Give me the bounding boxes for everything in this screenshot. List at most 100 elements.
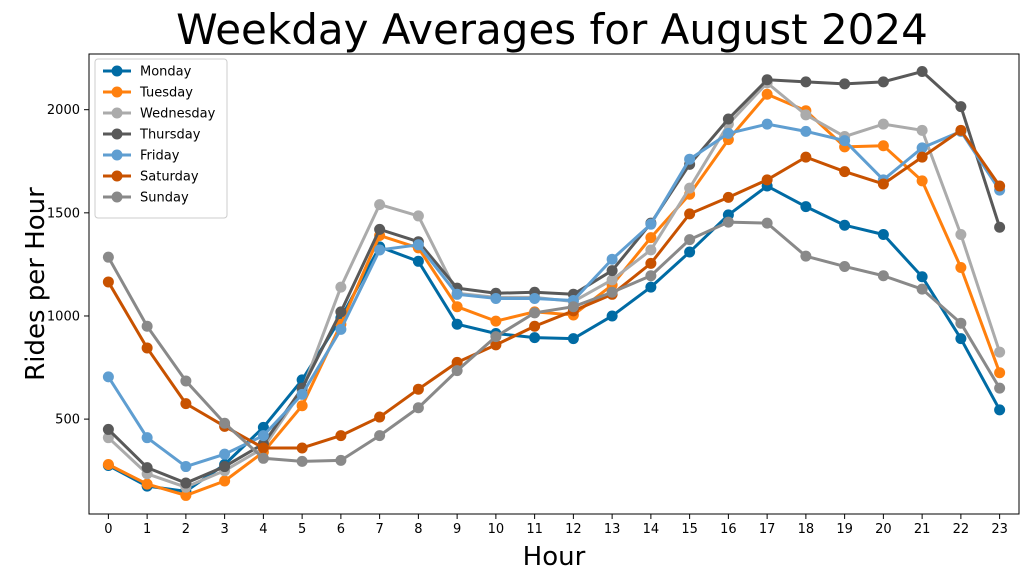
data-point: [490, 315, 502, 327]
data-point: [645, 218, 657, 230]
x-tick-label: 20: [875, 522, 892, 537]
legend-item-wednesday: Wednesday: [103, 107, 216, 122]
data-point: [606, 274, 618, 286]
data-point: [722, 216, 734, 228]
data-point: [955, 101, 967, 113]
data-point: [180, 375, 192, 387]
axis-ticks: 0 1 2 3 4 5 6 7 8 9 10 11 12 13 14 15 16 17 18 19 20 21 22 2350…: [47, 103, 1008, 537]
data-point: [257, 442, 269, 454]
legend-swatch-marker: [111, 128, 123, 140]
data-point: [916, 271, 928, 283]
data-point: [374, 223, 386, 235]
data-point: [877, 118, 889, 130]
data-point: [877, 270, 889, 282]
data-point: [335, 323, 347, 335]
data-point: [529, 307, 541, 319]
data-point: [839, 219, 851, 231]
legend-item-sunday: Sunday: [103, 191, 189, 206]
data-point: [606, 286, 618, 298]
data-point: [412, 383, 424, 395]
data-point: [374, 199, 386, 211]
data-point: [490, 331, 502, 343]
x-tick-label: 12: [565, 522, 582, 537]
legend-item-tuesday: Tuesday: [103, 86, 193, 101]
legend-item-friday: Friday: [103, 149, 180, 164]
data-point: [839, 135, 851, 147]
data-point: [877, 228, 889, 240]
plot-area: [102, 66, 1006, 501]
data-point: [839, 78, 851, 90]
series-line: [107, 122, 1001, 469]
data-point: [490, 339, 502, 351]
series-line: [107, 128, 1001, 450]
data-point: [219, 461, 231, 473]
x-tick-label: 9: [453, 522, 461, 537]
data-point: [529, 292, 541, 304]
legend-label: Monday: [140, 65, 192, 80]
data-point: [451, 301, 463, 313]
data-point: [684, 234, 696, 246]
data-point: [335, 281, 347, 293]
data-point: [800, 76, 812, 88]
x-tick-label: 13: [604, 522, 621, 537]
data-point: [296, 442, 308, 454]
data-point: [180, 398, 192, 410]
data-point: [219, 417, 231, 429]
x-tick-label: 23: [991, 522, 1008, 537]
x-tick-label: 22: [953, 522, 970, 537]
x-tick-label: 3: [220, 522, 228, 537]
data-point: [800, 109, 812, 121]
data-point: [335, 454, 347, 466]
x-tick-label: 7: [375, 522, 383, 537]
y-axis-label: Rides per Hour: [21, 187, 51, 381]
legend-swatch-marker: [111, 191, 123, 203]
data-point: [761, 217, 773, 229]
data-point: [800, 151, 812, 163]
data-point: [567, 301, 579, 313]
data-point: [955, 228, 967, 240]
legend-swatch-marker: [111, 65, 123, 77]
data-point: [684, 246, 696, 258]
chart-title: Weekday Averages for August 2024: [176, 5, 928, 54]
data-point: [800, 201, 812, 213]
x-tick-label: 17: [759, 522, 776, 537]
legend-swatch-marker: [111, 170, 123, 182]
data-point: [955, 262, 967, 273]
data-point: [839, 260, 851, 272]
data-point: [412, 210, 424, 222]
data-point: [412, 239, 424, 251]
data-point: [916, 142, 928, 154]
data-point: [102, 276, 114, 288]
data-point: [916, 283, 928, 295]
data-point: [102, 423, 114, 435]
data-point: [994, 180, 1006, 192]
data-point: [761, 118, 773, 130]
x-tick-label: 5: [298, 522, 306, 537]
data-point: [374, 430, 386, 442]
data-point: [529, 320, 541, 332]
data-point: [141, 478, 153, 490]
data-point: [219, 448, 231, 460]
data-point: [722, 191, 734, 203]
x-tick-label: 10: [488, 522, 505, 537]
data-point: [606, 253, 618, 265]
series-line: [107, 70, 1002, 485]
data-point: [761, 88, 773, 100]
data-point: [955, 124, 967, 136]
data-point: [257, 452, 269, 464]
legend-label: Tuesday: [139, 86, 193, 101]
data-point: [645, 232, 657, 244]
legend-label: Wednesday: [140, 107, 216, 122]
data-point: [606, 310, 618, 322]
legend-swatch-marker: [111, 107, 123, 119]
legend-label: Thursday: [139, 128, 201, 143]
data-point: [180, 489, 192, 501]
data-point: [257, 430, 269, 442]
data-point: [141, 342, 153, 354]
legend-swatch-marker: [111, 86, 123, 98]
series-sunday: [102, 216, 1006, 467]
data-point: [645, 244, 657, 256]
x-tick-label: 4: [259, 522, 267, 537]
data-point: [994, 382, 1006, 394]
